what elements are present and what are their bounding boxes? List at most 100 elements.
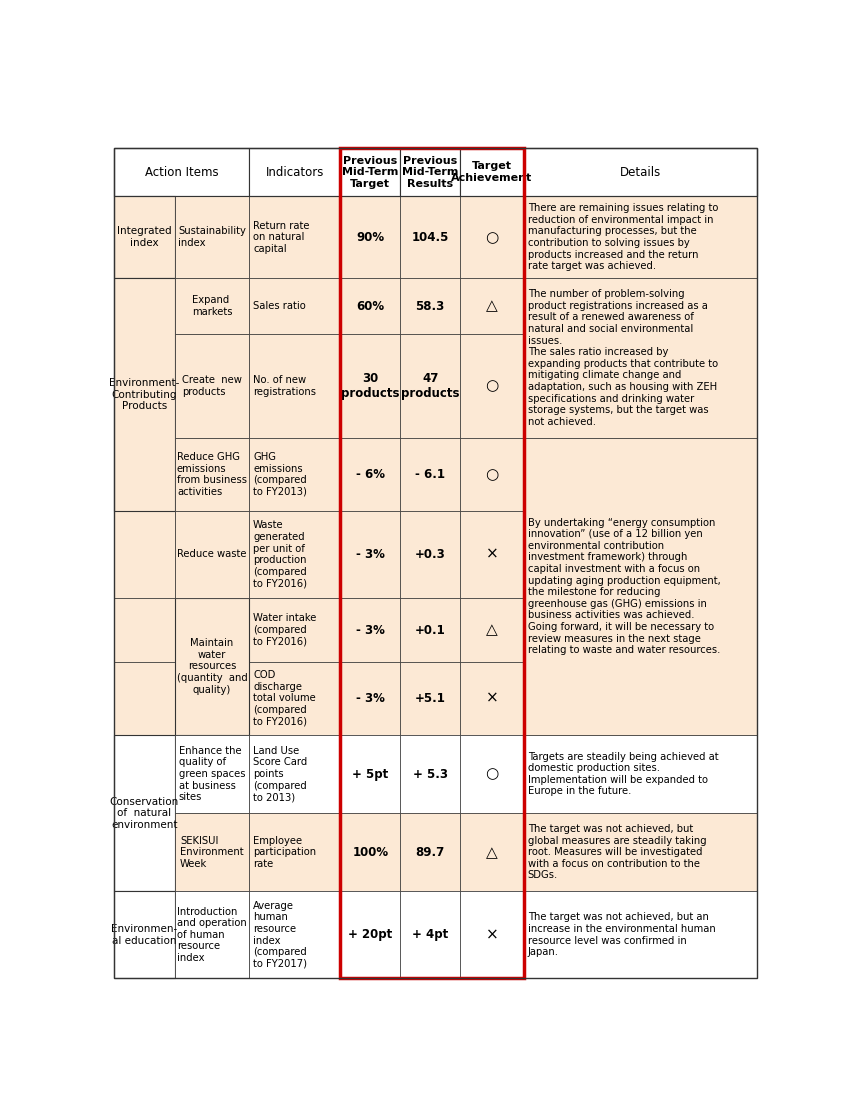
Bar	[174, 278, 249, 334]
Bar	[174, 196, 249, 278]
Bar	[400, 598, 460, 662]
Text: Reduce GHG
emissions
from business
activities: Reduce GHG emissions from business activ…	[177, 452, 246, 497]
Bar	[524, 438, 757, 735]
Bar	[249, 438, 341, 511]
Bar	[114, 438, 174, 511]
Bar	[174, 196, 249, 278]
Bar	[524, 196, 757, 278]
Bar	[174, 334, 249, 438]
Bar	[400, 334, 460, 438]
Bar	[341, 662, 400, 735]
Text: 47
products: 47 products	[401, 372, 459, 400]
Text: +0.1: +0.1	[415, 623, 445, 637]
Text: ○: ○	[485, 766, 498, 782]
Bar	[174, 511, 249, 598]
Text: Introduction
and operation
of human
resource
index: Introduction and operation of human reso…	[177, 907, 246, 963]
Bar	[174, 662, 249, 735]
Bar	[341, 334, 400, 438]
Text: Integrated
index: Integrated index	[117, 227, 172, 248]
Text: - 3%: - 3%	[356, 623, 385, 637]
Bar	[524, 148, 757, 196]
Bar	[400, 662, 460, 735]
Bar	[341, 148, 524, 979]
Bar	[174, 438, 249, 511]
Bar	[249, 334, 341, 438]
Bar	[174, 438, 249, 511]
Bar	[114, 196, 174, 278]
Bar	[524, 662, 757, 735]
Bar	[174, 814, 249, 891]
Text: 100%: 100%	[352, 846, 388, 859]
Bar	[174, 598, 249, 662]
Text: + 5.3: + 5.3	[412, 767, 448, 780]
Text: 60%: 60%	[356, 300, 384, 312]
Text: - 3%: - 3%	[356, 692, 385, 705]
Bar	[249, 891, 341, 979]
Bar	[460, 196, 524, 278]
Text: Indicators: Indicators	[266, 166, 324, 178]
Text: Waste
generated
per unit of
production
(compared
to FY2016): Waste generated per unit of production (…	[253, 520, 307, 589]
Text: Sustainability
index: Sustainability index	[178, 227, 246, 248]
Text: Environment-
Contributing
Products: Environment- Contributing Products	[109, 377, 179, 411]
Bar	[400, 814, 460, 891]
Bar	[249, 735, 341, 814]
Text: + 4pt: + 4pt	[412, 929, 448, 941]
Text: Expand
markets: Expand markets	[191, 296, 232, 317]
Bar	[249, 278, 341, 334]
Bar	[460, 662, 524, 735]
Text: Details: Details	[620, 166, 661, 178]
Text: SEKISUI
Environment
Week: SEKISUI Environment Week	[180, 836, 244, 869]
Bar	[341, 438, 400, 511]
Text: 30
products: 30 products	[341, 372, 400, 400]
Bar	[524, 438, 757, 511]
Bar	[460, 334, 524, 438]
Bar	[341, 735, 400, 814]
Bar	[400, 278, 460, 334]
Text: Previous
Mid-Term
Results: Previous Mid-Term Results	[402, 156, 458, 189]
Bar	[114, 735, 174, 814]
Text: 58.3: 58.3	[416, 300, 445, 312]
Bar	[114, 891, 174, 979]
Text: Target
Achievement: Target Achievement	[451, 162, 532, 183]
Bar	[174, 735, 249, 814]
Bar	[341, 891, 400, 979]
Text: Maintain
water
resources
(quantity  and
quality): Maintain water resources (quantity and q…	[177, 639, 247, 695]
Bar	[114, 814, 174, 891]
Text: Create  new
products: Create new products	[182, 375, 241, 397]
Bar	[249, 511, 341, 598]
Text: - 6%: - 6%	[356, 468, 385, 482]
Bar	[460, 598, 524, 662]
Bar	[524, 511, 757, 598]
Bar	[460, 814, 524, 891]
Text: △: △	[486, 299, 498, 313]
Bar	[460, 511, 524, 598]
Text: Employee
participation
rate: Employee participation rate	[253, 836, 316, 869]
Text: There are remaining issues relating to
reduction of environmental impact in
manu: There are remaining issues relating to r…	[528, 204, 718, 271]
Bar	[114, 598, 174, 662]
Text: ×: ×	[485, 547, 498, 562]
Bar	[249, 662, 341, 735]
Bar	[524, 278, 757, 438]
Text: +5.1: +5.1	[415, 692, 445, 705]
Bar	[400, 511, 460, 598]
Text: + 5pt: + 5pt	[352, 767, 388, 780]
Bar	[460, 278, 524, 334]
Bar	[114, 891, 174, 979]
Text: COD
discharge
total volume
(compared
to FY2016): COD discharge total volume (compared to …	[253, 670, 316, 726]
Text: △: △	[486, 845, 498, 860]
Text: ○: ○	[485, 467, 498, 482]
Text: - 3%: - 3%	[356, 548, 385, 561]
Bar	[174, 814, 249, 891]
Text: 90%: 90%	[356, 230, 384, 244]
Bar	[460, 438, 524, 511]
Text: Targets are steadily being achieved at
domestic production sites.
Implementation: Targets are steadily being achieved at d…	[528, 752, 718, 796]
Bar	[114, 662, 174, 735]
Text: Environmen-
al education: Environmen- al education	[111, 924, 178, 945]
Bar	[400, 196, 460, 278]
Text: The target was not achieved, but
global measures are steadily taking
root. Measu: The target was not achieved, but global …	[528, 824, 706, 880]
Text: 104.5: 104.5	[411, 230, 449, 244]
Bar	[341, 196, 400, 278]
Bar	[460, 148, 524, 196]
Bar	[174, 334, 249, 438]
Text: 89.7: 89.7	[416, 846, 445, 859]
